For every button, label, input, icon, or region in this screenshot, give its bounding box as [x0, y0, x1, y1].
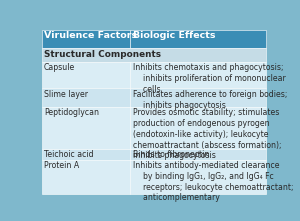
- Bar: [130, 30, 266, 48]
- Text: Inhibits antibody-mediated clearance
    by binding IgG₁, IgG₂, and IgG₄ Fc
    : Inhibits antibody-mediated clearance by …: [133, 161, 293, 202]
- Bar: [130, 107, 266, 149]
- Bar: [130, 160, 266, 194]
- Bar: [42, 107, 130, 149]
- Text: Biologic Effects: Biologic Effects: [133, 31, 215, 40]
- Text: Slime layer: Slime layer: [44, 90, 88, 99]
- Text: Binds to fibronectin: Binds to fibronectin: [133, 150, 209, 159]
- Text: Teichoic acid: Teichoic acid: [44, 150, 94, 159]
- Text: Protein A: Protein A: [44, 161, 79, 170]
- Text: Inhibits chemotaxis and phagocytosis;
    inhibits proliferation of mononuclear
: Inhibits chemotaxis and phagocytosis; in…: [133, 63, 285, 94]
- Text: Provides osmotic stability; stimulates
production of endogenous pyrogen
(endotox: Provides osmotic stability; stimulates p…: [133, 109, 281, 160]
- Bar: [130, 62, 266, 88]
- Bar: [42, 30, 130, 48]
- Bar: [130, 149, 266, 160]
- Bar: [42, 48, 266, 62]
- Bar: [42, 88, 130, 107]
- Text: Facilitates adherence to foreign bodies;
    inhibits phagocytosis: Facilitates adherence to foreign bodies;…: [133, 90, 287, 110]
- Text: Structural Components: Structural Components: [44, 50, 161, 59]
- Bar: [42, 149, 130, 160]
- Text: Virulence Factors: Virulence Factors: [44, 31, 137, 40]
- Text: Capsule: Capsule: [44, 63, 75, 72]
- Bar: [130, 88, 266, 107]
- Bar: [42, 62, 130, 88]
- Bar: [42, 160, 130, 194]
- Text: Peptidoglycan: Peptidoglycan: [44, 109, 99, 117]
